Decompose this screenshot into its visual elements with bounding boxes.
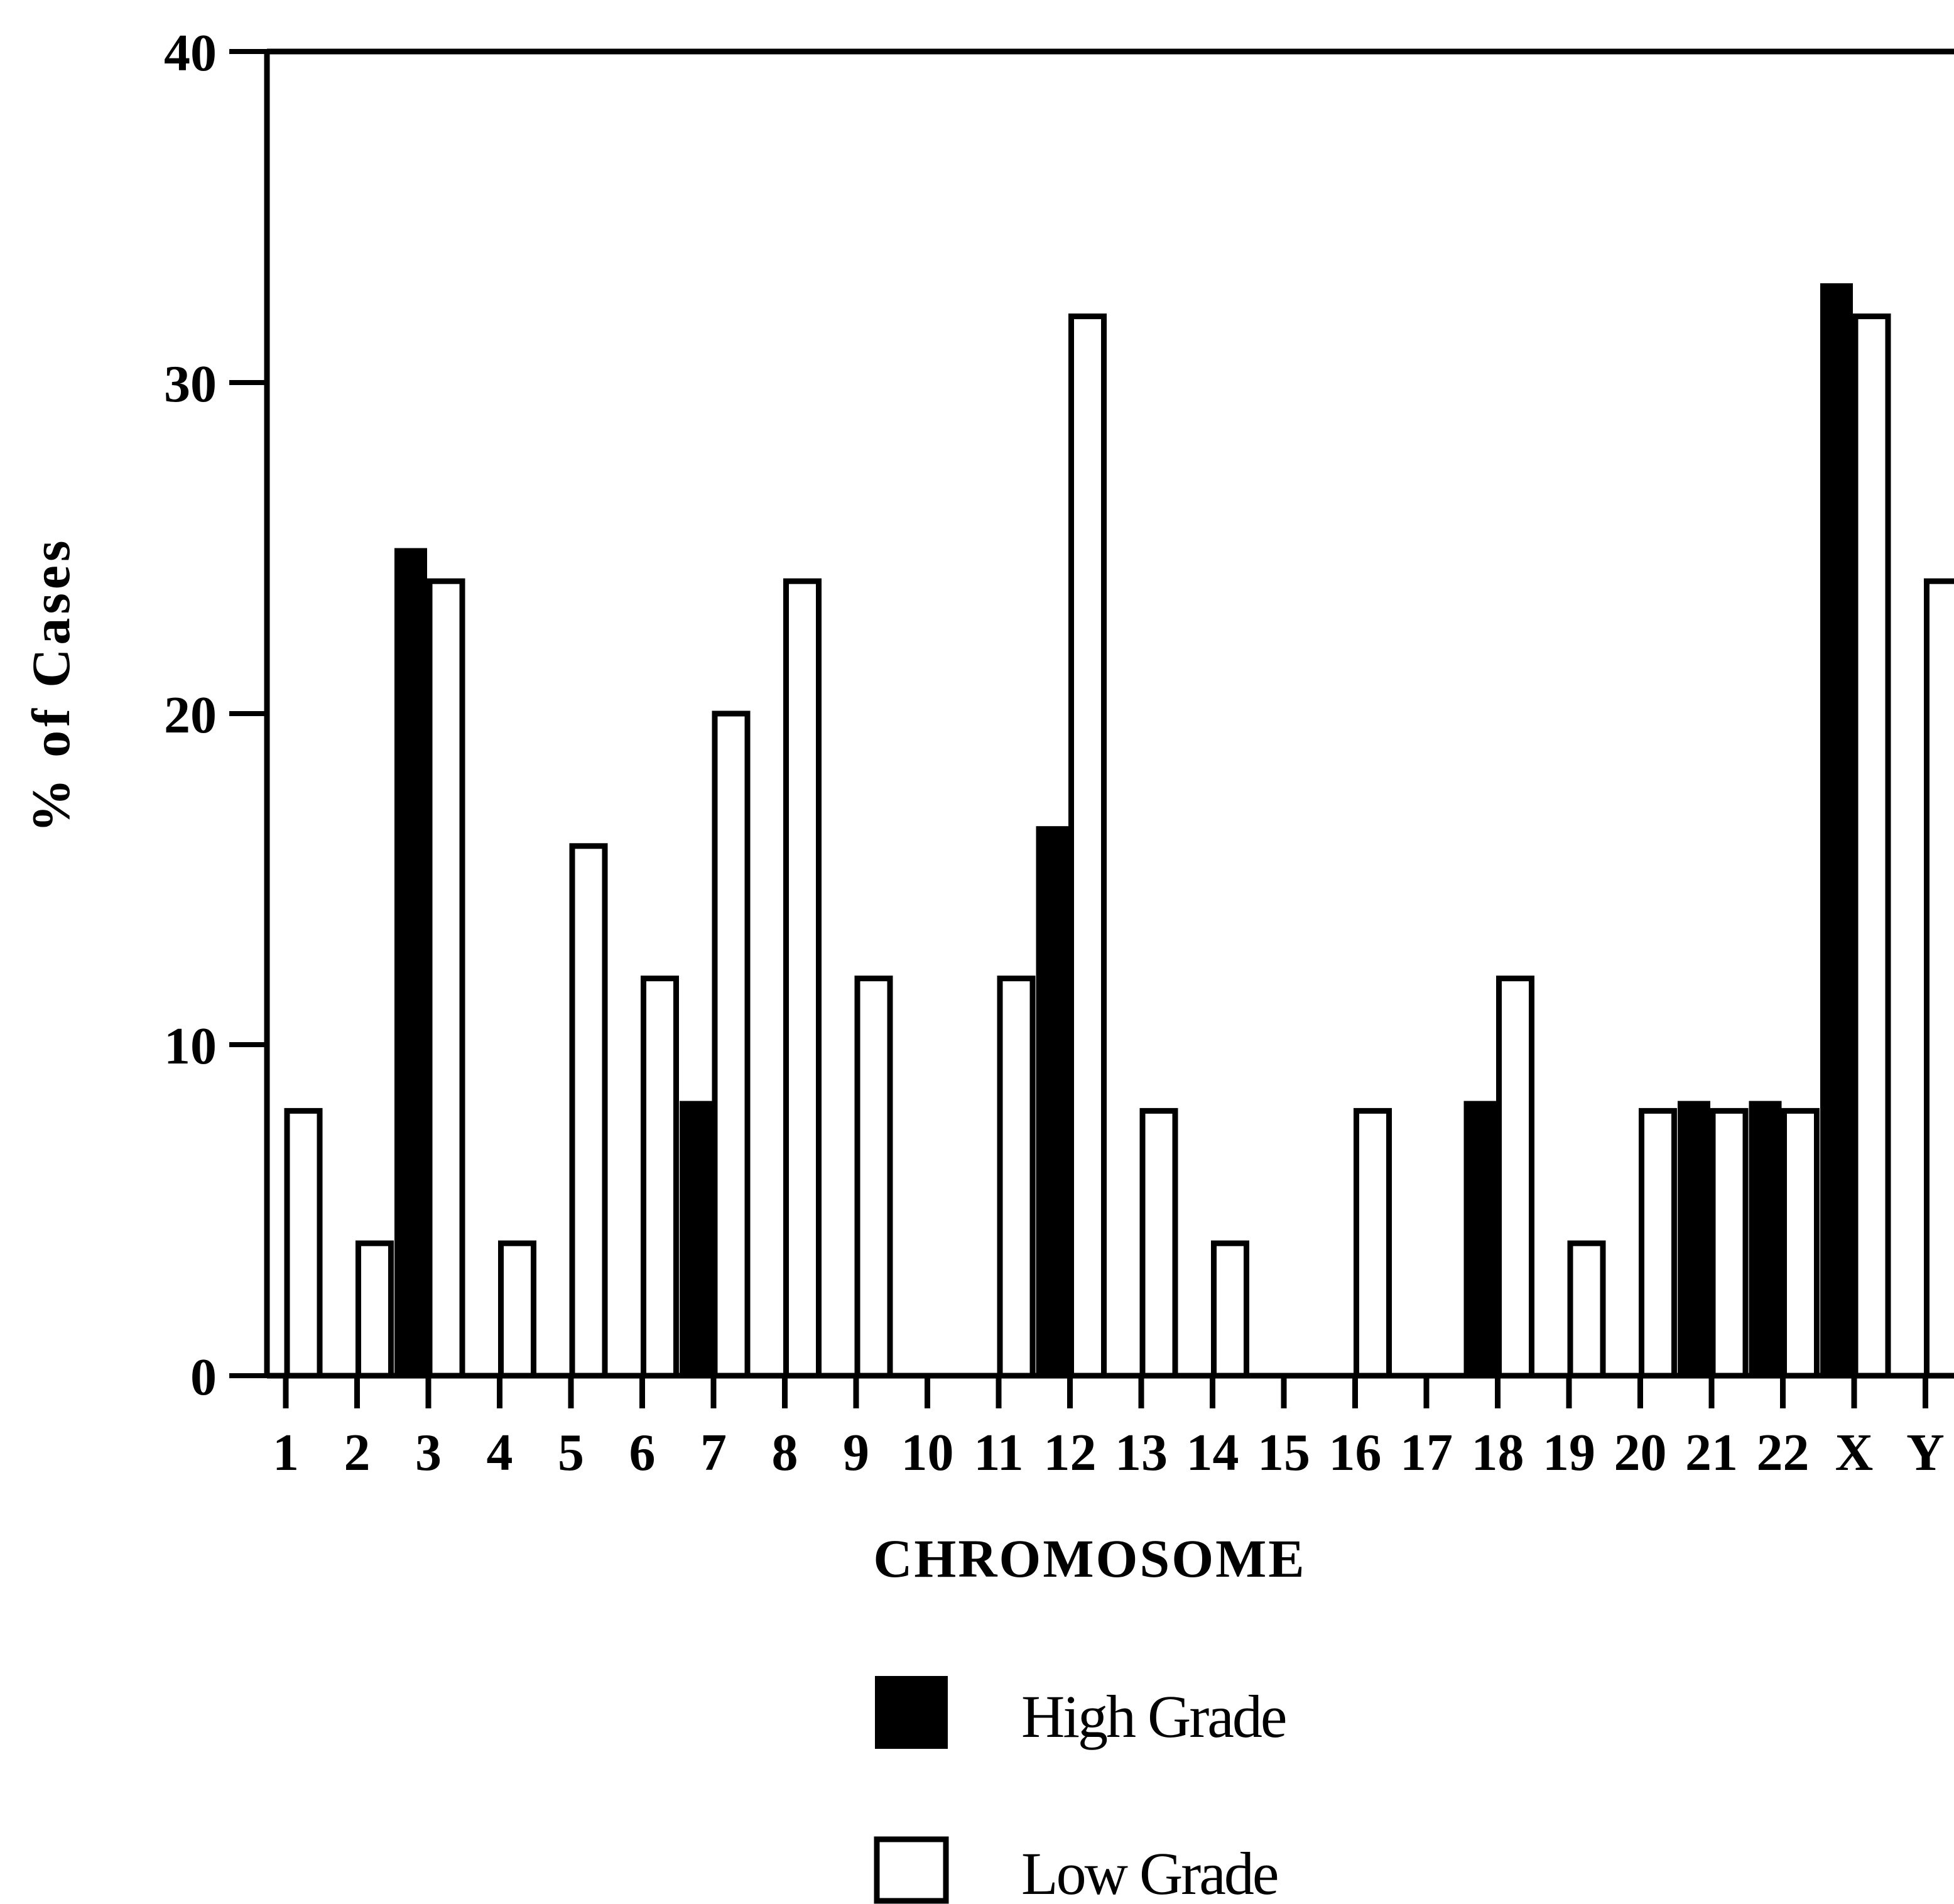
bar-low-grade — [1639, 1107, 1677, 1379]
legend-swatch-high-grade — [875, 1676, 948, 1749]
x-tick-label: 22 — [1757, 1423, 1810, 1482]
x-tick-label: 16 — [1329, 1423, 1382, 1482]
x-tick-label: 17 — [1400, 1423, 1453, 1482]
bar-high-grade — [680, 1101, 712, 1376]
y-tick-label: 40 — [164, 24, 217, 82]
bar-low-grade — [1567, 1240, 1606, 1379]
x-tick-label: 5 — [558, 1423, 584, 1482]
legend-label-low-grade: Low Grade — [1021, 1840, 1278, 1904]
bar-low-grade — [569, 843, 608, 1379]
bar-low-grade — [783, 578, 822, 1379]
bar-high-grade — [1036, 826, 1069, 1376]
x-tick-label: 18 — [1472, 1423, 1524, 1482]
bars — [284, 283, 1954, 1379]
x-tick-label: 15 — [1257, 1423, 1310, 1482]
x-tick-label: 12 — [1044, 1423, 1097, 1482]
x-tick-label: 14 — [1186, 1423, 1239, 1482]
x-tick-label: 1 — [273, 1423, 299, 1482]
y-tick-label: 30 — [164, 355, 217, 413]
bar-low-grade — [1710, 1107, 1749, 1379]
x-tick-label: Y — [1906, 1423, 1945, 1482]
x-tick-label: 10 — [901, 1423, 954, 1482]
x-tick-label: 8 — [772, 1423, 798, 1482]
x-tick-label: 6 — [629, 1423, 656, 1482]
bar-low-grade — [1211, 1240, 1249, 1379]
bar-low-grade — [997, 976, 1036, 1379]
x-tick-label: 4 — [487, 1423, 513, 1482]
legend-label-high-grade: High Grade — [1021, 1683, 1286, 1750]
x-tick-label: 13 — [1115, 1423, 1168, 1482]
y-tick-label: 20 — [164, 686, 217, 744]
x-axis-ticks: 1 2 3 4 5 6 7 8 9 10 11 12 13 14 15 16 17 18 19 20 21 22 X Y — [273, 1376, 1945, 1482]
bar-high-grade — [1678, 1101, 1710, 1376]
y-axis-label: % of Cases — [21, 537, 81, 833]
bar-low-grade — [1496, 976, 1534, 1379]
x-tick-label: 2 — [344, 1423, 371, 1482]
bar-high-grade — [394, 548, 427, 1376]
bar-high-grade — [1749, 1101, 1782, 1376]
x-tick-label: X — [1835, 1423, 1874, 1482]
x-tick-label: 7 — [700, 1423, 727, 1482]
bar-high-grade — [1820, 283, 1853, 1376]
bar-low-grade — [641, 976, 679, 1379]
bar-high-grade — [1463, 1101, 1497, 1376]
legend: High Grade Low Grade — [874, 1676, 1288, 1904]
x-tick-label: 3 — [415, 1423, 442, 1482]
bar-low-grade — [1781, 1107, 1820, 1379]
bar-low-grade — [498, 1240, 536, 1379]
y-axis-ticks: 0 10 20 30 40 — [164, 24, 267, 1406]
x-tick-label: 11 — [974, 1423, 1023, 1482]
x-axis-label: CHROMOSOME — [873, 1528, 1306, 1589]
bar-low-grade — [426, 578, 465, 1379]
bar-low-grade — [356, 1240, 394, 1379]
x-tick-label: 21 — [1685, 1423, 1738, 1482]
y-tick-label: 0 — [190, 1348, 217, 1406]
x-tick-label: 19 — [1543, 1423, 1595, 1482]
x-tick-label: 9 — [843, 1423, 869, 1482]
bar-low-grade — [1354, 1107, 1392, 1379]
y-tick-label: 10 — [164, 1017, 217, 1075]
bar-low-grade — [854, 976, 893, 1379]
bar-low-grade — [1852, 313, 1891, 1379]
x-tick-label: 20 — [1614, 1423, 1667, 1482]
bar-low-grade — [1139, 1107, 1178, 1379]
bar-low-grade — [284, 1107, 323, 1379]
bar-low-grade — [712, 710, 751, 1379]
bar-low-grade — [1068, 313, 1107, 1379]
bar-low-grade — [1924, 578, 1954, 1379]
legend-swatch-low-grade — [874, 1836, 949, 1904]
